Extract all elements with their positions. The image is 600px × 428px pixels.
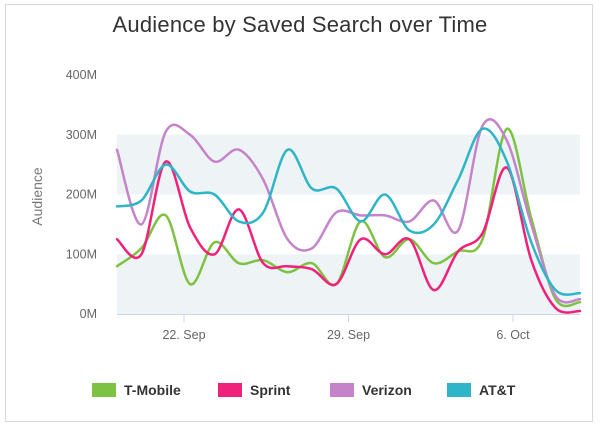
y-tick-label: 100M: [66, 247, 97, 261]
series-line-sprint[interactable]: [115, 160, 582, 314]
series-line-t-mobile[interactable]: [115, 127, 582, 308]
legend-item-sprint[interactable]: Sprint: [218, 380, 290, 400]
series-line-att[interactable]: [115, 127, 582, 296]
legend-item-att[interactable]: AT&T: [447, 380, 515, 400]
series-lines: [115, 118, 582, 314]
plot-bands: [117, 134, 580, 314]
y-tick-label: 400M: [66, 68, 97, 82]
legend-label-t-mobile: T-Mobile: [124, 382, 181, 398]
chart-title: Audience by Saved Search over Time: [112, 12, 488, 37]
legend-label-verizon: Verizon: [362, 382, 412, 398]
legend-label-sprint: Sprint: [250, 382, 291, 398]
series-line-verizon[interactable]: [115, 118, 582, 304]
y-axis: 0M 100M 200M 300M 400M: [66, 68, 97, 321]
plot-band-1: [117, 134, 580, 195]
x-tick-label: 29. Sep: [327, 328, 370, 342]
legend-swatch-sprint: [218, 383, 242, 397]
legend-swatch-verizon: [330, 383, 354, 397]
x-tick-label: 6. Oct: [496, 328, 530, 342]
legend-swatch-t-mobile: [92, 383, 116, 397]
chart-frame: [5, 4, 593, 422]
legend-label-att: AT&T: [479, 382, 516, 398]
legend-swatch-att: [447, 383, 471, 397]
x-axis: 22. Sep 29. Sep 6. Oct: [162, 314, 530, 342]
y-tick-label: 200M: [66, 188, 97, 202]
y-tick-label: 0M: [80, 307, 97, 321]
x-tick-label: 22. Sep: [162, 328, 205, 342]
legend-item-t-mobile[interactable]: T-Mobile: [92, 380, 181, 400]
y-tick-label: 300M: [66, 128, 97, 142]
legend-item-verizon[interactable]: Verizon: [330, 380, 412, 400]
y-axis-label: Audience: [29, 167, 45, 226]
legend: T-Mobile Sprint Verizon AT&T: [0, 380, 600, 400]
